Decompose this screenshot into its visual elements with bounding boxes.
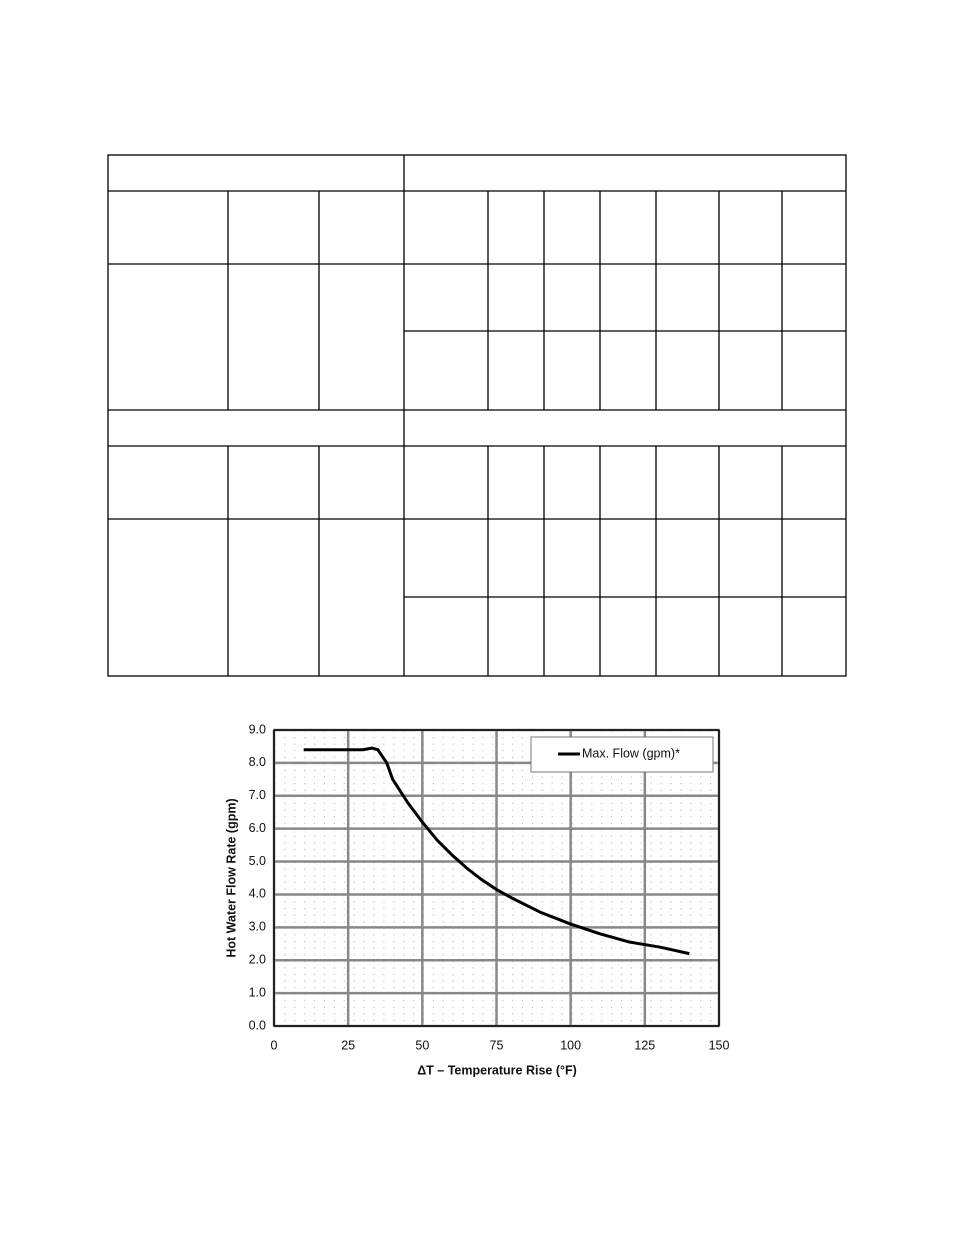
y-axis-label: Hot Water Flow Rate (gpm) — [224, 798, 238, 957]
x-tick-label: 150 — [709, 1038, 730, 1052]
empty-table — [107, 154, 847, 677]
y-tick-label: 4.0 — [249, 887, 266, 901]
x-tick-label: 100 — [560, 1038, 581, 1052]
y-tick-label: 1.0 — [249, 985, 266, 999]
legend-label: Max. Flow (gpm)* — [582, 746, 680, 760]
y-tick-label: 3.0 — [249, 920, 266, 934]
x-tick-label: 0 — [271, 1038, 278, 1052]
y-tick-label: 9.0 — [249, 722, 266, 736]
y-tick-label: 7.0 — [249, 788, 266, 802]
y-tick-label: 5.0 — [249, 854, 266, 868]
data-line — [303, 746, 690, 956]
y-tick-label: 8.0 — [249, 755, 266, 769]
y-tick-label: 0.0 — [249, 1018, 266, 1032]
x-axis-label: ΔT – Temperature Rise (°F) — [417, 1063, 577, 1077]
y-tick-label: 2.0 — [249, 953, 266, 967]
plot-frame — [273, 729, 720, 1027]
x-tick-label: 50 — [415, 1038, 429, 1052]
y-tick-label: 6.0 — [249, 821, 266, 835]
x-tick-label: 75 — [490, 1038, 504, 1052]
x-tick-label: 125 — [634, 1038, 655, 1052]
x-tick-label: 25 — [341, 1038, 355, 1052]
